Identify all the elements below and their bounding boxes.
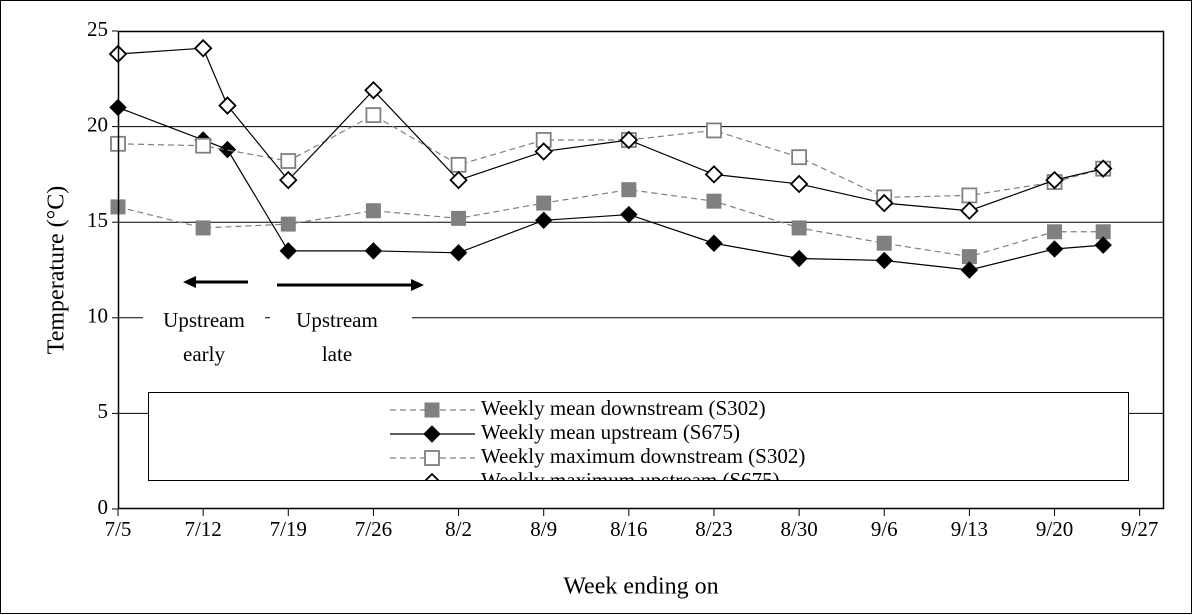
legend-marker	[424, 472, 440, 480]
marker	[450, 156, 467, 173]
y-axis-title: Temperature (°C)	[44, 186, 70, 355]
legend-label: Weekly maximum upstream (S675)	[481, 468, 780, 492]
marker	[706, 193, 722, 209]
x-tick-label: 7/26	[355, 517, 392, 541]
plot-frame	[117, 30, 1165, 510]
marker	[534, 211, 553, 229]
marker	[451, 210, 467, 226]
y-tick-label: 0	[98, 495, 109, 519]
marker	[280, 216, 296, 232]
x-tick-label: 8/16	[610, 517, 647, 541]
series-line	[117, 47, 1104, 212]
marker	[704, 165, 724, 184]
x-tick-label: 7/19	[270, 517, 307, 541]
marker	[705, 234, 723, 252]
marker	[449, 244, 468, 262]
marker	[279, 170, 298, 190]
x-tick-label: 9/13	[951, 517, 988, 541]
marker	[620, 205, 638, 224]
marker	[876, 235, 892, 251]
marker	[874, 193, 894, 213]
marker	[1093, 159, 1113, 178]
marker	[536, 195, 552, 211]
y-tick-label: 20	[87, 112, 108, 136]
legend-marker	[424, 402, 440, 418]
annotation-bg	[143, 305, 265, 373]
annotation-bg	[270, 305, 412, 373]
annotation: Upstream	[296, 308, 378, 332]
marker	[280, 153, 297, 169]
annotation: Upstream	[163, 308, 245, 332]
marker	[364, 80, 383, 100]
marker	[364, 242, 383, 260]
series-line	[117, 106, 1104, 271]
x-tick-label: 9/27	[1121, 517, 1158, 541]
legend-label: Weekly maximum downstream (S302)	[481, 444, 805, 468]
legend-label: Weekly mean upstream (S675)	[481, 420, 740, 444]
marker	[1045, 240, 1064, 258]
lines	[108, 38, 1113, 279]
marker	[791, 149, 808, 166]
marker	[960, 201, 979, 221]
legend-marker	[423, 425, 441, 443]
y-tick-label: 5	[98, 399, 109, 423]
x-tick-label: 8/2	[445, 517, 472, 541]
marker	[365, 203, 381, 219]
legend-marker	[424, 450, 440, 466]
arrow-head	[183, 276, 196, 288]
marker	[790, 249, 808, 268]
annotation: late	[322, 342, 352, 366]
marker	[534, 142, 553, 161]
marker	[1047, 224, 1063, 240]
legend-label: Weekly mean downstream (S302)	[481, 396, 766, 420]
marker	[960, 261, 979, 279]
x-tick-label: 8/9	[530, 517, 557, 541]
x-tick-label: 9/6	[871, 517, 898, 541]
marker	[449, 170, 468, 190]
marker	[279, 242, 297, 260]
legend: Weekly mean downstream (S302)Weekly mean…	[148, 392, 1129, 492]
y-tick-label: 10	[87, 304, 108, 328]
marker	[1094, 236, 1112, 254]
x-axis-title: Week ending on	[563, 574, 718, 600]
legend-box	[148, 392, 1129, 481]
y-tick-label: 25	[87, 17, 108, 41]
marker	[1045, 170, 1064, 190]
y-tick-label: 15	[87, 208, 108, 232]
x-tick-label: 7/5	[105, 517, 132, 541]
marker	[195, 137, 212, 154]
annotation: early	[183, 342, 225, 366]
x-tick-label: 7/12	[184, 517, 221, 541]
marker	[365, 107, 382, 124]
marker	[961, 187, 978, 204]
marker	[791, 220, 807, 236]
marker	[619, 130, 639, 150]
x-tick-label: 8/23	[695, 517, 732, 541]
arrow-head	[411, 279, 424, 291]
marker	[621, 182, 637, 198]
axes: 0 5 10 15 20 25 7/5 7/12 7/19 7/26 8/2 8/9 8/16 8/23 8…	[44, 17, 1165, 600]
marker	[706, 122, 722, 139]
x-tick-label: 8/30	[780, 517, 817, 541]
marker	[875, 251, 893, 270]
marker	[218, 96, 237, 115]
marker	[195, 220, 211, 236]
annotations: Upstream early Upstream late	[143, 276, 424, 373]
marker	[218, 140, 237, 159]
marker	[193, 38, 213, 58]
x-tick-label: 9/20	[1036, 517, 1073, 541]
marker	[789, 174, 809, 194]
